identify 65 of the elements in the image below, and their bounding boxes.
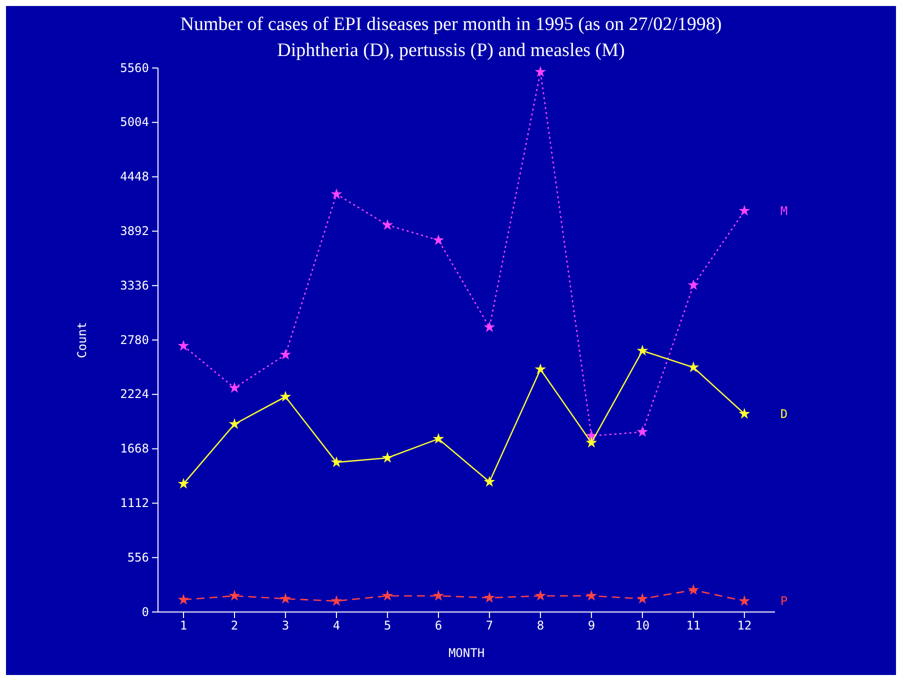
point <box>330 456 342 468</box>
x-tick-label: 10 <box>635 618 650 633</box>
point <box>432 432 444 444</box>
point <box>280 348 292 360</box>
y-tick-label: 2224 <box>120 387 149 402</box>
y-tick-label: 4448 <box>120 170 149 184</box>
point <box>534 590 546 601</box>
point <box>688 361 700 372</box>
point <box>738 408 750 419</box>
point <box>280 390 292 402</box>
point <box>382 452 394 463</box>
text: M <box>780 204 788 218</box>
point <box>382 590 394 601</box>
point <box>586 436 598 448</box>
x-tick-label: 5 <box>384 618 392 633</box>
text: P <box>780 594 788 608</box>
x-tick-label: 11 <box>686 618 701 633</box>
chart-title: Number of cases of EPI diseases per month in 1995 (as on 27/02/1998) <box>180 14 722 35</box>
y-tick-label: 3336 <box>120 278 149 292</box>
point <box>178 340 190 351</box>
x-tick-label: 3 <box>282 618 290 633</box>
point <box>484 476 496 487</box>
point <box>688 584 700 595</box>
x-tick-label: 7 <box>486 618 494 633</box>
y-tick-label: 1668 <box>120 442 149 456</box>
point <box>432 234 444 246</box>
y-tick-label: 556 <box>127 550 149 564</box>
point <box>586 590 598 601</box>
point <box>534 66 546 77</box>
point <box>178 478 190 489</box>
point <box>228 382 240 393</box>
point <box>484 321 496 332</box>
point <box>280 592 292 604</box>
x-tick-label: 9 <box>588 618 596 633</box>
point <box>738 595 750 606</box>
y-tick-label: 1112 <box>120 496 149 510</box>
point <box>432 590 444 601</box>
point <box>178 594 190 605</box>
point <box>228 590 240 601</box>
y-tick-label: 5004 <box>120 115 149 130</box>
point <box>636 344 648 356</box>
x-tick-label: 6 <box>434 618 442 633</box>
point <box>738 204 750 216</box>
x-tick-label: 2 <box>230 618 238 633</box>
point <box>382 219 394 230</box>
y-axis-title: Count <box>75 322 89 358</box>
y-tick-label: 0 <box>142 604 149 619</box>
y-tick-label: 2780 <box>120 332 149 347</box>
y-tick-label: 5560 <box>120 60 149 75</box>
point <box>228 418 240 429</box>
point <box>330 188 342 200</box>
point <box>636 426 648 437</box>
chart-subtitle: Diphtheria (D), pertussis (P) and measles (M) <box>277 40 625 61</box>
y-tick-label: 3892 <box>120 224 149 238</box>
point <box>534 363 546 374</box>
point <box>484 592 496 603</box>
x-tick-label: 8 <box>536 618 544 633</box>
point <box>636 592 648 604</box>
point <box>330 595 342 606</box>
point <box>688 279 700 290</box>
x-tick-label: 12 <box>737 618 752 633</box>
text: D <box>780 406 788 421</box>
x-axis-title: MONTH <box>448 646 485 660</box>
x-tick-label: 1 <box>180 618 188 633</box>
x-tick-label: 4 <box>332 618 340 633</box>
